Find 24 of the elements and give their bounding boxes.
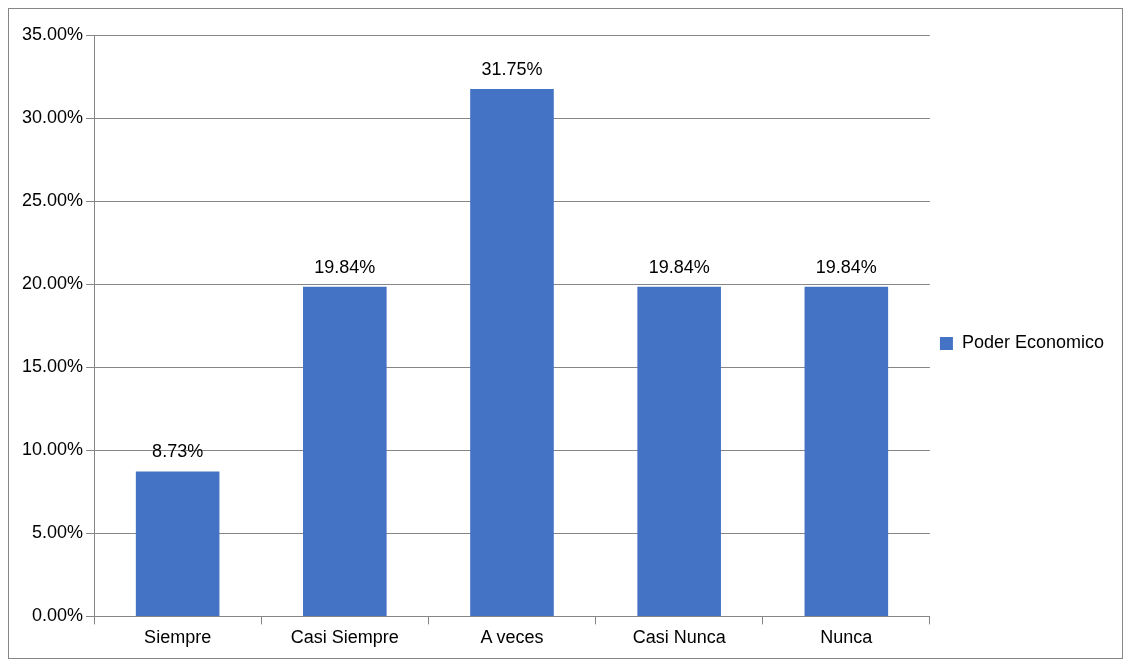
y-tick-label: 30.00%	[21, 107, 84, 128]
y-tick-label: 5.00%	[32, 522, 84, 543]
data-label: 19.84%	[314, 256, 376, 277]
y-tick-label: 35.00%	[21, 23, 84, 44]
x-tick-label: Casi Siempre	[290, 627, 399, 648]
data-label: 8.73%	[152, 441, 204, 462]
x-tick-label: A veces	[480, 627, 544, 648]
bar	[303, 286, 387, 616]
x-tick-label: Siempre	[144, 627, 212, 648]
y-tick-label: 10.00%	[21, 439, 84, 460]
x-tick-label: Nunca	[820, 627, 874, 648]
x-tick-label: Casi Nunca	[632, 627, 727, 648]
data-label: 19.84%	[648, 256, 710, 277]
y-tick-label: 15.00%	[21, 356, 84, 377]
y-tick-label: 25.00%	[21, 190, 84, 211]
bar	[804, 286, 889, 616]
bar	[135, 471, 220, 616]
y-tick-label: 0.00%	[32, 605, 84, 626]
y-tick-label: 20.00%	[21, 273, 84, 294]
data-label: 19.84%	[815, 256, 877, 277]
legend-label: Poder Economico	[961, 332, 1104, 353]
bar	[470, 88, 554, 616]
data-label: 31.75%	[481, 58, 543, 79]
bar	[637, 286, 721, 616]
